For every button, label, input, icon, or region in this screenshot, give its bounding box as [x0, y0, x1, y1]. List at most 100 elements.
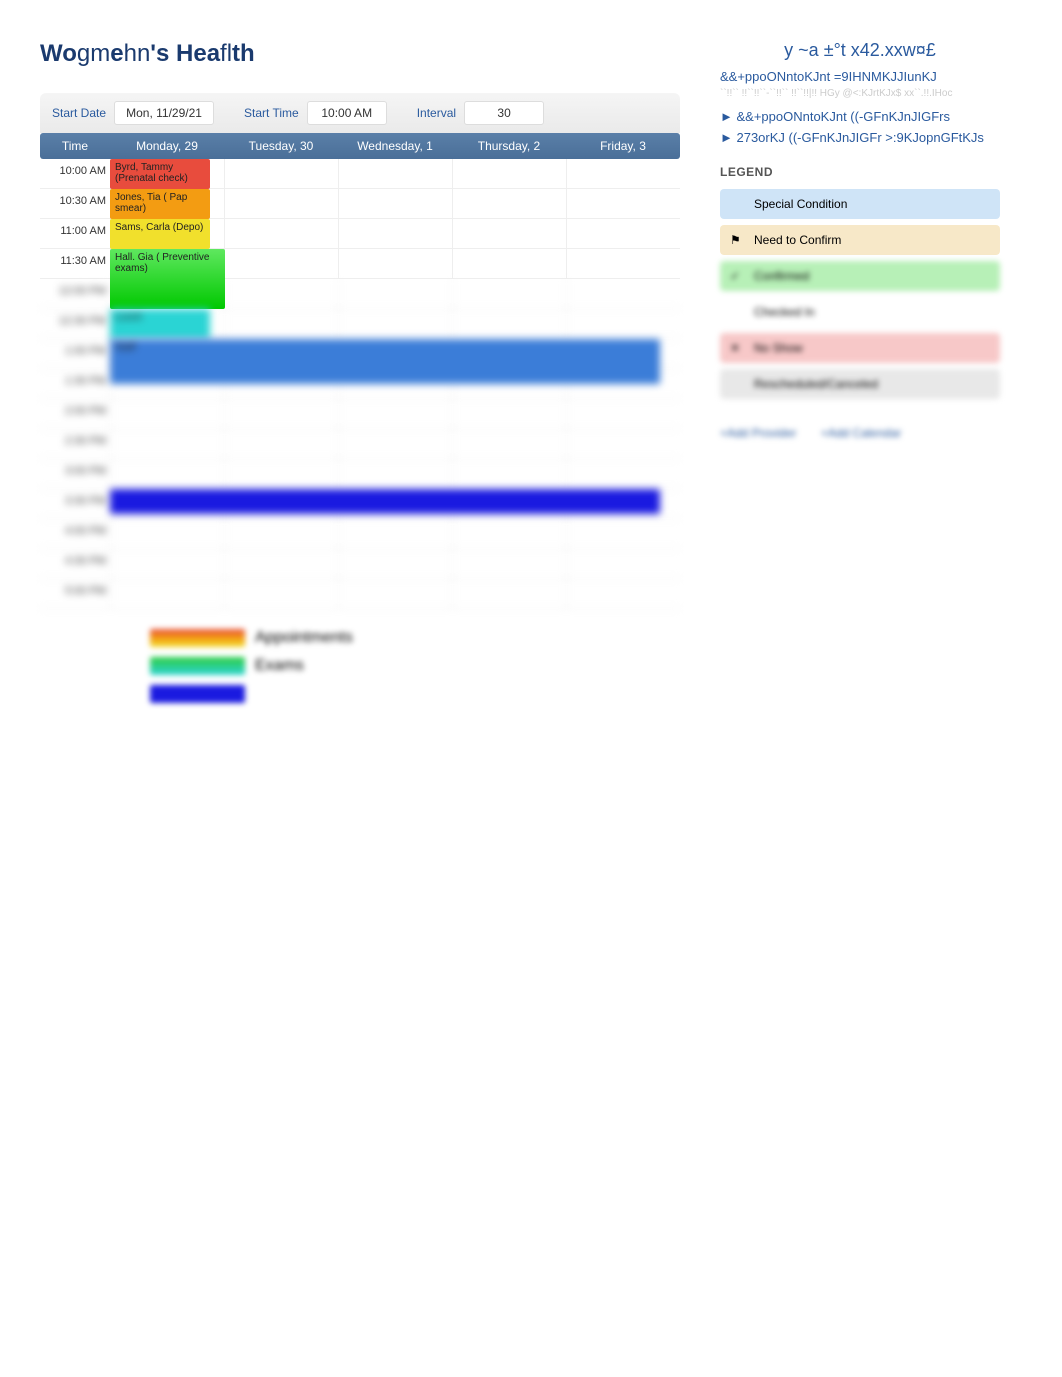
time-row[interactable]: 2:30 PM	[40, 429, 680, 459]
calendar-cell[interactable]	[452, 249, 566, 278]
calendar-cell[interactable]	[338, 309, 452, 338]
legend-item-label: No Show	[754, 341, 803, 355]
calendar-grid[interactable]: 10:00 AM10:30 AM11:00 AM11:30 AM12:00 PM…	[40, 159, 680, 609]
legend-item: ⚑Need to Confirm	[720, 225, 1000, 255]
calendar-cell[interactable]	[110, 519, 224, 548]
time-row[interactable]: 4:30 PM	[40, 549, 680, 579]
calendar-cell[interactable]	[110, 399, 224, 428]
calendar-cell[interactable]	[566, 249, 680, 278]
calendar-cell[interactable]	[452, 459, 566, 488]
start-date-input[interactable]: Mon, 11/29/21	[114, 101, 214, 125]
calendar-cell[interactable]	[224, 399, 338, 428]
calendar-cell[interactable]	[566, 399, 680, 428]
calendar-cell[interactable]	[452, 279, 566, 308]
legend-list: Special Condition⚑Need to Confirm✓Confir…	[720, 189, 1000, 399]
calendar-cell[interactable]	[566, 309, 680, 338]
time-row[interactable]: 5:00 PM	[40, 579, 680, 609]
calendar-cell[interactable]	[566, 159, 680, 188]
add-calendar-link[interactable]: +Add Calendar	[821, 426, 901, 440]
calendar-cell[interactable]	[452, 219, 566, 248]
calendar-cell[interactable]	[110, 579, 224, 608]
legend-row: Appointments	[150, 629, 680, 647]
calendar-cell[interactable]	[566, 549, 680, 578]
calendar-cell[interactable]	[224, 579, 338, 608]
calendar-cell[interactable]	[566, 219, 680, 248]
day-header[interactable]: Monday, 29	[110, 133, 224, 159]
calendar-cell[interactable]	[452, 309, 566, 338]
start-time-input[interactable]: 10:00 AM	[307, 101, 387, 125]
calendar-cell[interactable]	[338, 279, 452, 308]
legend-item-label: Special Condition	[754, 197, 847, 211]
calendar-cell[interactable]	[224, 519, 338, 548]
calendar-cell[interactable]	[566, 429, 680, 458]
calendar-cell[interactable]	[224, 159, 338, 188]
appointment-block[interactable]: Lunch	[110, 309, 210, 339]
calendar-cell[interactable]	[110, 459, 224, 488]
appointment-block[interactable]: Staff	[110, 339, 660, 384]
legend-item: Special Condition	[720, 189, 1000, 219]
calendar-cell[interactable]	[224, 309, 338, 338]
calendar-cell[interactable]	[566, 519, 680, 548]
day-header[interactable]: Thursday, 2	[452, 133, 566, 159]
calendar-cell[interactable]	[224, 549, 338, 578]
calendar-cell[interactable]	[338, 459, 452, 488]
calendar-cell[interactable]	[338, 189, 452, 218]
calendar-cell[interactable]	[338, 579, 452, 608]
legend-row: Exams	[150, 657, 680, 675]
day-header[interactable]: Tuesday, 30	[224, 133, 338, 159]
calendar-cell[interactable]	[566, 189, 680, 218]
calendar-cell[interactable]	[338, 219, 452, 248]
interval-input[interactable]: 30	[464, 101, 544, 125]
time-label: 1:30 PM	[40, 369, 110, 398]
time-label: 2:00 PM	[40, 399, 110, 428]
calendar-cell[interactable]	[224, 459, 338, 488]
legend-flag-icon: ✕	[730, 341, 744, 355]
appointment-block[interactable]: Byrd, Tammy (Prenatal check)	[110, 159, 210, 189]
time-label: 3:30 PM	[40, 489, 110, 518]
calendar-cell[interactable]	[110, 429, 224, 458]
calendar-header-row: Time Monday, 29 Tuesday, 30 Wednesday, 1…	[40, 133, 680, 159]
calendar-cell[interactable]	[224, 249, 338, 278]
main-schedule-panel: Wogmehn's Heaflth Start Date Mon, 11/29/…	[40, 40, 680, 713]
appointment-block[interactable]: Jones, Tia ( Pap smear)	[110, 189, 210, 219]
calendar-cell[interactable]	[338, 159, 452, 188]
calendar-cell[interactable]	[224, 189, 338, 218]
time-header: Time	[40, 133, 110, 159]
calendar-cell[interactable]	[224, 429, 338, 458]
appointment-block[interactable]: Hall. Gia ( Preventive exams)	[110, 249, 225, 309]
appointment-block[interactable]: Sams, Carla (Depo)	[110, 219, 210, 249]
day-header[interactable]: Wednesday, 1	[338, 133, 452, 159]
calendar-cell[interactable]	[338, 549, 452, 578]
legend-color-bar	[150, 657, 245, 675]
calendar-cell[interactable]	[452, 399, 566, 428]
time-row[interactable]: 4:00 PM	[40, 519, 680, 549]
appointment-block[interactable]	[110, 489, 660, 514]
calendar-cell[interactable]	[338, 519, 452, 548]
calendar-cell[interactable]	[452, 189, 566, 218]
calendar-cell[interactable]	[338, 429, 452, 458]
sidebar-link[interactable]: 273orKJ ((-GFnKJnJIGFr >:9KJopnGFtKJs	[720, 130, 1000, 145]
add-provider-link[interactable]: +Add Provider	[720, 426, 796, 440]
calendar-cell[interactable]	[224, 219, 338, 248]
calendar-cell[interactable]	[110, 549, 224, 578]
calendar-cell[interactable]	[452, 159, 566, 188]
time-label: 11:00 AM	[40, 219, 110, 248]
calendar-cell[interactable]	[452, 429, 566, 458]
calendar-cell[interactable]	[452, 579, 566, 608]
calendar-cell[interactable]	[566, 279, 680, 308]
sidebar-link[interactable]: &&+ppoONntoKJnt ((-GFnKJnJIGFrs	[720, 109, 1000, 124]
time-label: 4:00 PM	[40, 519, 110, 548]
calendar-cell[interactable]	[566, 459, 680, 488]
calendar-cell[interactable]	[452, 519, 566, 548]
time-row[interactable]: 3:00 PM	[40, 459, 680, 489]
legend-item-label: Rescheduled/Canceled	[754, 377, 878, 391]
legend-item: ✕ No Show	[720, 333, 1000, 363]
calendar-cell[interactable]	[224, 279, 338, 308]
day-header[interactable]: Friday, 3	[566, 133, 680, 159]
time-row[interactable]: 2:00 PM	[40, 399, 680, 429]
calendar-cell[interactable]	[338, 399, 452, 428]
calendar-cell[interactable]	[338, 249, 452, 278]
calendar-cell[interactable]	[566, 579, 680, 608]
page-title: Wogmehn's Heaflth	[40, 40, 680, 68]
calendar-cell[interactable]	[452, 549, 566, 578]
